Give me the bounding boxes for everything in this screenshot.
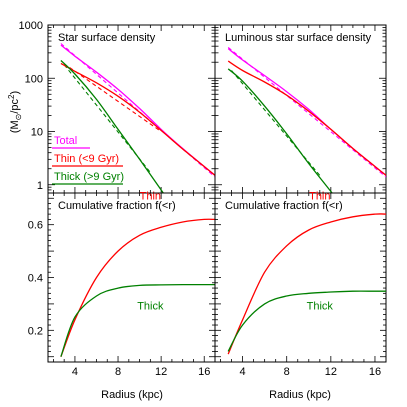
panel-title: Cumulative fraction f(<r) xyxy=(58,200,176,212)
plot-frame xyxy=(47,192,216,363)
series-line-thin xyxy=(60,218,215,357)
y-tick-label: 100 xyxy=(25,73,43,85)
series-line-thick xyxy=(227,290,386,352)
y-axis-label-surface-density: (M⊙/pc2) xyxy=(7,91,23,133)
plot-frame xyxy=(47,24,216,194)
panel-star-surface-density: 1 10 100 1000 Star surface density Total Thin … xyxy=(19,20,216,194)
fit-line-total xyxy=(227,46,386,178)
x-axis-label-right: Radius (kpc) xyxy=(269,389,331,401)
x-tick-label: 4 xyxy=(240,366,246,378)
panel-title: Luminous star surface density xyxy=(225,32,372,44)
panel-cumulative-fraction-right: 4 8 12 16 Cumulative fraction f(<r)Thin Thick xyxy=(214,190,387,378)
panel-title: Cumulative fraction f(<r) xyxy=(225,200,343,212)
plot-series-group xyxy=(60,43,215,193)
plot-series-group xyxy=(227,46,386,193)
x-axis-label-left: Radius (kpc) xyxy=(101,389,163,401)
x-tick-label: 12 xyxy=(155,366,167,378)
panel-luminous-star-surface-density: Luminous star surface density xyxy=(214,24,387,194)
series-line-thin xyxy=(227,60,386,176)
legend-label: Total xyxy=(54,135,77,147)
x-tick-label: 8 xyxy=(284,366,290,378)
series-line-thin xyxy=(227,213,386,355)
panel-title: Star surface density xyxy=(58,32,156,44)
x-tick-label: 16 xyxy=(198,366,210,378)
x-tick-label: 8 xyxy=(115,366,121,378)
y-axis-label-sup: 2 xyxy=(7,94,16,99)
plot-frame xyxy=(214,24,387,194)
y-axis-label-sub: ⊙ xyxy=(14,114,23,121)
series-line-thick xyxy=(60,60,165,193)
plot-series-group xyxy=(60,218,215,357)
panel-cumulative-fraction-left: 4 8 12 16 0.2 0.4 0.6 Cumulative fraction f(<r)… xyxy=(28,190,216,378)
y-tick-label: 0.4 xyxy=(28,273,43,285)
series-line-thin xyxy=(60,62,215,176)
y-tick-label: 10 xyxy=(31,127,43,139)
y-axis-label-part: /pc xyxy=(9,98,21,113)
y-tick-label: 0.2 xyxy=(28,325,43,337)
y-axis-label-part: ) xyxy=(9,91,21,95)
x-tick-label: 4 xyxy=(72,366,78,378)
y-axis-label-part: (M xyxy=(9,120,21,133)
series-line-thick xyxy=(227,68,333,193)
x-tick-label: 12 xyxy=(325,366,337,378)
fit-line-thin xyxy=(69,66,162,132)
legend-label: Thick (>9 Gyr) xyxy=(54,171,124,183)
curve-label-thick: Thick xyxy=(137,300,164,312)
plot-series-group xyxy=(227,213,386,355)
y-tick-label: 1 xyxy=(37,180,43,192)
y-tick-label: 1000 xyxy=(19,20,43,32)
y-tick-label: 0.6 xyxy=(28,220,43,232)
plot-frame xyxy=(214,192,387,363)
curve-label-thin: Thin xyxy=(140,190,161,202)
x-tick-label: 16 xyxy=(369,366,381,378)
series-line-thick xyxy=(60,283,215,357)
legend-label: Thin (<9 Gyr) xyxy=(54,153,119,165)
curve-label-thin: Thin xyxy=(309,190,330,202)
curve-label-thick: Thick xyxy=(307,300,334,312)
